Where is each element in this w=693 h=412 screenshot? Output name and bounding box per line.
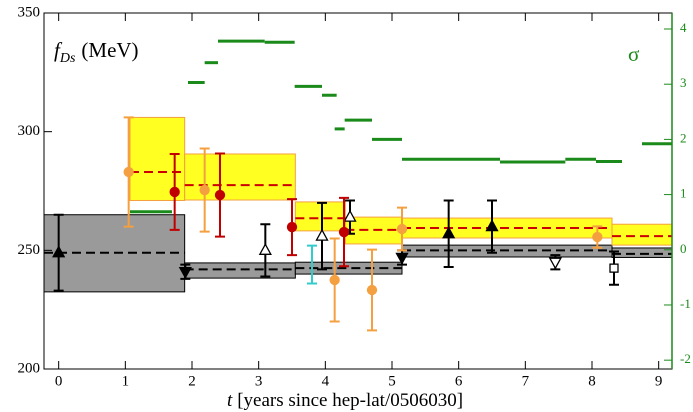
point-marker [123,166,134,178]
y-tick-label: 200 [18,360,41,376]
y2-tick-label: 2 [680,130,687,145]
y-tick-label: 250 [18,242,41,258]
y2-tick-label: -1 [680,296,691,311]
point-marker [329,274,340,286]
y-tick-label: 350 [18,4,41,20]
point-marker [286,221,298,233]
plot-layer [43,39,673,332]
y-tick-label: 300 [18,123,41,139]
y2-tick-label: 0 [680,241,687,256]
x-tick-label: 2 [188,373,196,389]
y2-tick-label: 4 [680,20,687,35]
y2-tick-label: 3 [680,75,687,90]
band-box [611,223,673,246]
y2-tick-label: 1 [680,186,687,201]
x-tick-label: 3 [255,373,263,389]
y-label-unit: (MeV) [81,38,138,62]
x-tick-label: 7 [522,373,530,389]
point-marker [343,209,357,222]
y2-axis-label: σ [628,42,639,66]
point-marker [442,226,456,239]
point-marker [395,252,409,265]
x-tick-label: 1 [122,373,130,389]
y-label-symbol: f [54,38,63,62]
point-marker [366,284,378,296]
point-marker [485,219,499,232]
band-box [611,247,673,258]
band-box [184,262,296,279]
point-marker [609,263,619,273]
y-axis-label: fDs (MeV) [54,38,139,66]
x-tick-label: 9 [655,373,663,389]
x-tick-label: 0 [55,373,63,389]
y2-tick-label: -2 [680,351,691,366]
point-marker [258,242,272,255]
band-box [294,201,346,232]
x-axis-label: t [years since hep-lat/0506030] [227,390,463,411]
y-label-subscript: Ds [59,51,76,66]
x-label-symbol: t [227,390,233,411]
error-bar [307,244,317,285]
point-marker [52,245,66,258]
x-tick-label: 8 [588,373,596,389]
point-marker [396,223,408,235]
point-marker [169,186,180,198]
x-label-text: [years since hep-lat/0506030] [237,390,463,411]
point-marker [199,184,210,196]
x-tick-label: 5 [388,373,396,389]
point-marker [214,189,226,201]
point-marker [178,267,192,280]
point-marker [315,228,329,241]
point-marker [592,231,603,243]
point-marker [338,226,350,238]
x-tick-label: 6 [455,373,463,389]
x-tick-label: 4 [322,373,330,389]
point-marker [548,257,562,270]
